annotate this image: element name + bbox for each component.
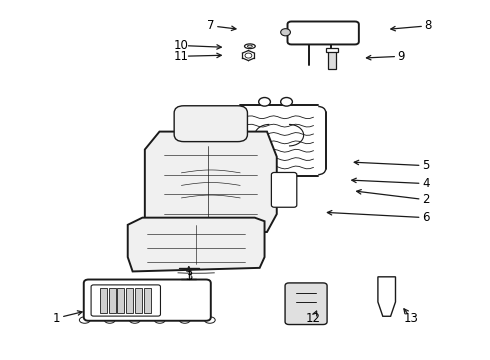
Text: 5: 5 <box>422 159 429 172</box>
Text: 11: 11 <box>174 50 189 63</box>
FancyBboxPatch shape <box>84 279 211 321</box>
Bar <box>144 288 151 313</box>
Text: 8: 8 <box>424 19 432 32</box>
Text: 4: 4 <box>422 177 430 190</box>
Ellipse shape <box>154 317 165 323</box>
FancyBboxPatch shape <box>285 283 327 324</box>
Text: 6: 6 <box>422 211 430 224</box>
Bar <box>328 51 336 69</box>
Polygon shape <box>128 218 265 271</box>
Ellipse shape <box>104 317 115 323</box>
Text: 12: 12 <box>306 311 321 325</box>
FancyBboxPatch shape <box>288 22 359 44</box>
Text: 13: 13 <box>404 311 418 325</box>
Circle shape <box>259 98 270 106</box>
FancyBboxPatch shape <box>174 106 247 141</box>
Bar <box>118 288 124 313</box>
Ellipse shape <box>79 317 90 323</box>
Polygon shape <box>378 277 395 316</box>
Text: 7: 7 <box>207 19 215 32</box>
Circle shape <box>281 98 293 106</box>
Text: 2: 2 <box>422 193 430 206</box>
Ellipse shape <box>204 317 215 323</box>
Polygon shape <box>145 132 277 235</box>
Text: 3: 3 <box>185 270 193 283</box>
Circle shape <box>245 53 252 58</box>
Bar <box>126 288 133 313</box>
Ellipse shape <box>247 45 252 47</box>
FancyBboxPatch shape <box>271 172 297 207</box>
Circle shape <box>281 29 291 36</box>
Bar <box>135 288 142 313</box>
Ellipse shape <box>245 44 255 49</box>
Bar <box>326 48 338 52</box>
Ellipse shape <box>179 317 190 323</box>
Text: 10: 10 <box>174 39 189 52</box>
Ellipse shape <box>129 317 140 323</box>
Text: 9: 9 <box>397 50 405 63</box>
Bar <box>109 288 116 313</box>
Text: 1: 1 <box>53 311 61 325</box>
Bar <box>100 288 107 313</box>
